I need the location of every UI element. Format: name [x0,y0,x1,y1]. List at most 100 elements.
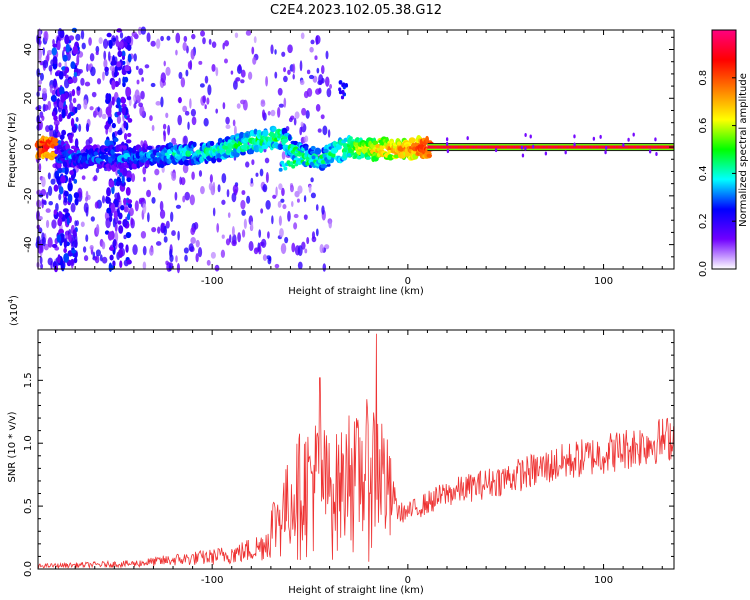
spectrogram-cell [180,177,186,186]
spectrogram-cell [72,45,78,55]
spectrogram-cell [69,136,73,144]
spectrogram-cell [150,40,156,47]
spectrogram-xtick-label-2: 100 [594,276,613,287]
spectrogram-cell [198,170,203,177]
spectrogram-cell [98,37,103,45]
spectrogram-cell [604,150,607,155]
spectrogram-cell [261,109,266,119]
spectrogram-cell [209,140,215,146]
spectrogram-frame [37,29,675,270]
spectrogram-cell [111,96,115,106]
spectrogram-cell [633,145,637,149]
spectrogram-cell [510,145,513,149]
spectrogram-cell [89,53,95,62]
spectrogram-cell [75,116,79,123]
spectrogram-cell [294,111,300,119]
spectrogram-cell [291,200,294,208]
spectrogram-cell [475,145,478,149]
spectrogram-cell [75,33,81,41]
spectrogram-cell [281,127,288,135]
colorbar-tick-label-3: 0.6 [698,118,709,134]
spectrogram-cell [190,48,195,60]
spectrogram-cell [182,105,188,113]
spectrogram-cell [45,208,51,213]
spectrogram-cell [396,141,402,146]
spectrogram-cell [163,236,168,243]
spectrogram-cell [327,155,332,160]
spectrogram-cell [260,208,264,214]
spectrogram-cell [45,191,49,199]
spectrogram-cell [110,149,115,155]
spectrogram-cell [627,145,631,149]
spectrogram-cell [74,239,78,248]
spectrogram-cell [175,204,182,209]
spectrogram-cell [317,80,323,86]
spectrogram-cell [183,247,189,254]
spectrogram-cell [347,153,352,157]
spectrogram-cell [574,145,578,149]
spectrogram-cell [95,249,101,257]
spectrogram-cell [73,71,78,78]
spectrogram-cell [118,242,124,250]
spectrogram-cell [128,207,134,217]
spectrogram-cell [57,254,61,264]
spectrogram-cell [211,64,216,72]
spectrogram-cell [217,184,221,193]
spectrogram-cell [539,145,543,149]
spectrogram-cell [231,192,237,203]
spectrogram-cell [206,259,211,266]
spectrogram-cell [48,124,54,131]
spectrogram-cell [138,102,144,108]
spectrogram-cell [645,145,648,149]
spectrogram-cell [124,64,130,72]
spectrogram-cell [299,79,305,86]
spectrogram-cell [94,201,99,209]
spectrogram-cell [299,60,303,72]
spectrogram-cell [57,40,61,51]
spectrogram-ytick-label-3: 20 [23,92,34,105]
spectrogram-cell [451,145,455,149]
spectrogram-cell [651,145,654,149]
spectrogram-cell [445,137,449,142]
spectrogram-cell [88,37,92,46]
spectrogram-cell [38,79,43,85]
spectrogram-cell [121,174,125,184]
snr-xtick-label-2: 100 [594,575,613,586]
spectrogram-cell [190,237,196,244]
spectrogram-cell [93,174,98,182]
spectrogram-cell [134,89,140,101]
spectrogram-cell [183,135,188,146]
spectrogram-cell [53,184,59,192]
spectrogram-cell [142,166,147,175]
spectrogram-cell [55,176,61,181]
spectrogram-cell [212,181,216,193]
spectrogram-cell [143,176,146,182]
spectrogram-cell [72,75,78,84]
spectrogram-cell [311,155,316,160]
spectrogram-cell [91,91,97,98]
spectrogram-cell [176,263,181,274]
spectrogram-cell [236,103,241,109]
spectrogram-cell [320,164,328,169]
spectrogram-cell [314,55,318,60]
spectrogram-cell [533,145,537,149]
spectrogram-cell [323,148,329,154]
spectrogram-cell [159,200,164,212]
spectrogram-cell [174,191,178,201]
spectrogram-cell [119,260,123,268]
snr-ytick-label-3: 1.5 [23,372,34,388]
spectrogram-cell [240,99,246,105]
spectrogram-cell [166,35,171,41]
spectrogram-cell [68,233,72,242]
spectrogram-cell [146,189,152,198]
spectrogram-cell [107,231,113,241]
spectrogram-cell [177,114,183,126]
spectrogram-cell [136,79,140,85]
spectrogram-cell [253,247,259,255]
spectrogram-cell [310,39,315,45]
spectrogram-cell [287,210,291,222]
spectrogram-cell [221,234,225,239]
spectrogram-cell [58,193,62,201]
spectrogram-cell [95,45,100,53]
